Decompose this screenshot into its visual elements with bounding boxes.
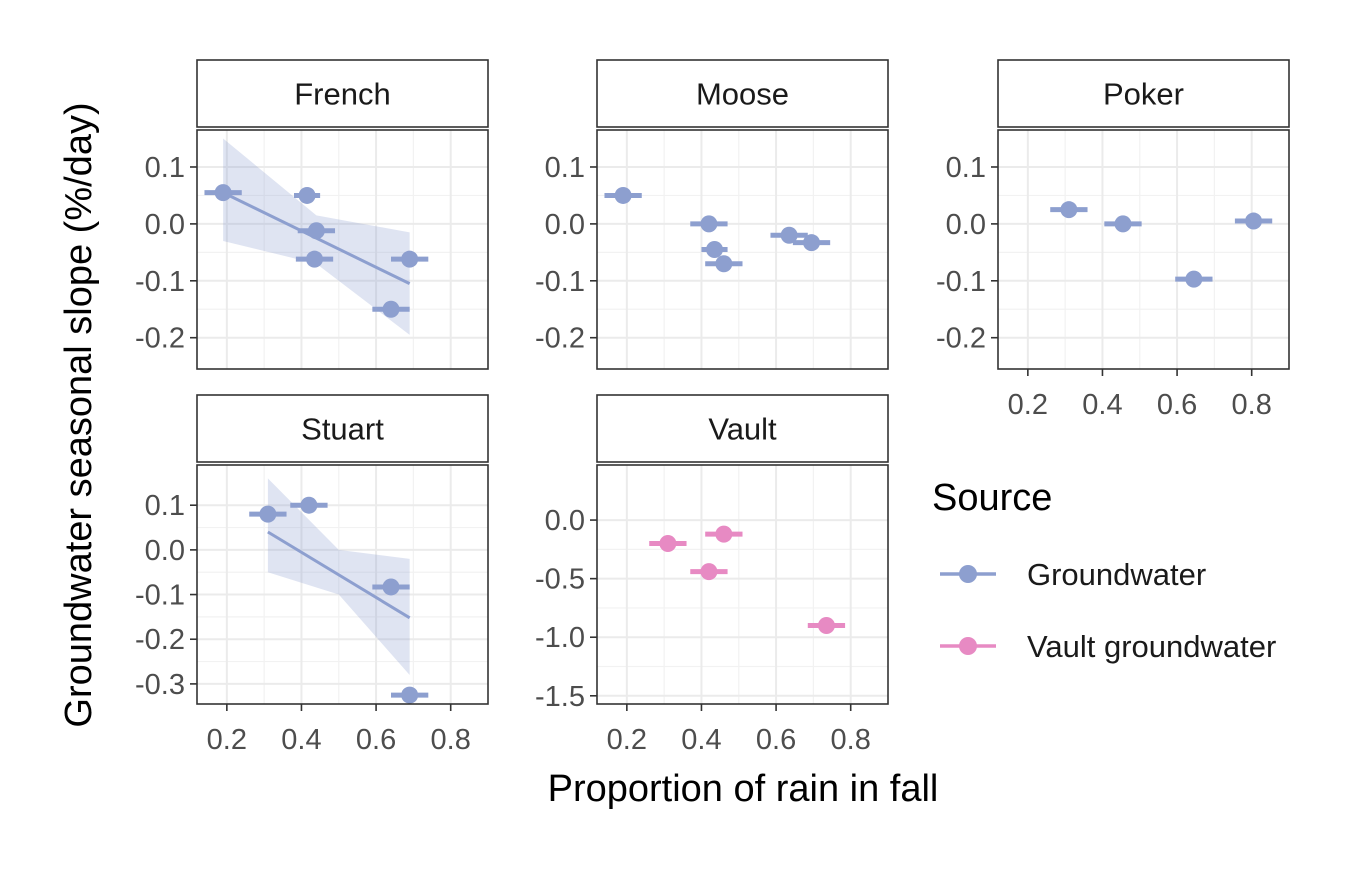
data-point xyxy=(780,226,798,244)
y-tick-label: 0.1 xyxy=(145,490,185,522)
x-axis-title: Proportion of rain in fall xyxy=(548,768,939,810)
strip-label-vault: Vault xyxy=(708,412,777,447)
strip-stuart xyxy=(196,394,489,463)
x-tick-label: 0.8 xyxy=(1232,389,1272,421)
y-tick-label: -0.2 xyxy=(535,323,585,355)
data-point xyxy=(214,184,232,202)
data-point xyxy=(803,234,821,252)
strip-label-moose: Moose xyxy=(696,77,789,112)
data-point xyxy=(659,534,677,552)
y-tick-label: -1.5 xyxy=(535,681,585,713)
y-tick-label: 0.0 xyxy=(545,505,585,537)
y-tick-label: -0.1 xyxy=(936,266,986,298)
panel-border xyxy=(596,129,889,370)
panel-french: French 0.1 0.0 -0.1 -0.2 xyxy=(135,59,489,370)
legend-title: Source xyxy=(932,477,1052,519)
strip-french xyxy=(196,59,489,128)
panel-border xyxy=(596,464,889,705)
y-tick-label: -0.5 xyxy=(535,564,585,596)
legend-entry-vault-groundwater: Vault groundwater xyxy=(940,629,1276,664)
strip-label-stuart: Stuart xyxy=(301,412,384,447)
y-tick-label: -0.2 xyxy=(936,323,986,355)
panel-moose: Moose 0.1 0.0 -0.1 -0.2 xyxy=(535,59,889,370)
data-point xyxy=(306,250,324,268)
y-tick-label: 0.1 xyxy=(545,152,585,184)
x-tick-label: 0.6 xyxy=(756,724,796,756)
strip-vault xyxy=(596,394,889,463)
data-point xyxy=(715,255,733,273)
fit-line xyxy=(267,530,411,620)
y-tick-label: -0.3 xyxy=(135,669,185,701)
strip-poker xyxy=(997,59,1290,128)
panel-border xyxy=(196,464,489,705)
data-point xyxy=(1114,215,1132,233)
data-point xyxy=(401,686,419,704)
data-point xyxy=(1060,201,1078,219)
data-point xyxy=(700,215,718,233)
strip-label-poker: Poker xyxy=(1103,77,1184,112)
panel-vault: Vault 0.0 -0.5 -1.0 -1.5 0.2 0.4 0.6 0.8 xyxy=(535,394,889,756)
strip-label-french: French xyxy=(294,77,390,112)
x-tick-label: 0.4 xyxy=(681,724,721,756)
data-point xyxy=(706,241,724,258)
data-point xyxy=(382,578,400,596)
y-axis-title: Groundwater seasonal slope (%/day) xyxy=(58,102,100,727)
x-tick-label: 0.6 xyxy=(1157,389,1197,421)
y-tick-label: -0.1 xyxy=(535,266,585,298)
y-tick-label: 0.0 xyxy=(946,209,986,241)
y-tick-label: 0.0 xyxy=(545,209,585,241)
x-tick-label: 0.4 xyxy=(281,724,321,756)
y-tick-label: 0.1 xyxy=(145,152,185,184)
data-point xyxy=(298,186,316,204)
legend-key-point xyxy=(959,637,977,655)
data-point xyxy=(715,525,733,543)
data-point xyxy=(300,496,318,514)
legend: Source Groundwater Vault groundwater xyxy=(932,477,1276,664)
x-tick-label: 0.2 xyxy=(607,724,647,756)
panel-stuart: Stuart 0.1 0.0 -0.1 -0.2 -0.3 0.2 0.4 0.6 0.8 xyxy=(135,394,489,756)
data-point xyxy=(307,222,325,240)
legend-label-groundwater: Groundwater xyxy=(1027,557,1206,592)
x-tick-label: 0.6 xyxy=(356,724,396,756)
y-tick-label: -0.2 xyxy=(135,624,185,656)
y-tick-label: 0.0 xyxy=(145,535,185,567)
confidence-band xyxy=(267,478,410,675)
panel-background xyxy=(597,465,888,704)
data-point xyxy=(1245,212,1263,230)
data-point xyxy=(700,563,718,581)
data-point xyxy=(401,250,419,268)
x-tick-label: 0.8 xyxy=(831,724,871,756)
data-point xyxy=(382,300,400,318)
y-tick-label: -1.0 xyxy=(535,622,585,654)
data-point xyxy=(817,617,835,635)
y-tick-label: 0.0 xyxy=(145,209,185,241)
panel-border xyxy=(196,129,489,370)
legend-key-point xyxy=(959,565,977,583)
x-tick-label: 0.4 xyxy=(1082,389,1122,421)
y-tick-label: 0.1 xyxy=(946,152,986,184)
data-point xyxy=(1185,270,1203,288)
strip-moose xyxy=(596,59,889,128)
panel-poker: Poker 0.1 0.0 -0.1 -0.2 0.2 0.4 0.6 0.8 xyxy=(936,59,1290,421)
data-point xyxy=(614,186,632,204)
panel-border xyxy=(997,129,1290,370)
y-tick-label: -0.2 xyxy=(135,323,185,355)
data-point xyxy=(259,505,277,523)
x-tick-label: 0.2 xyxy=(1008,389,1048,421)
legend-entry-groundwater: Groundwater xyxy=(940,557,1206,592)
panel-background xyxy=(597,130,888,369)
y-tick-label: -0.1 xyxy=(135,580,185,612)
x-tick-label: 0.2 xyxy=(207,724,247,756)
x-tick-label: 0.8 xyxy=(431,724,471,756)
legend-label-vault-groundwater: Vault groundwater xyxy=(1027,629,1276,664)
y-tick-label: -0.1 xyxy=(135,266,185,298)
panels: French0.10.0-0.1-0.2Moose0.10.0-0.1-0.2P… xyxy=(135,59,1290,756)
panel-background xyxy=(998,130,1289,369)
